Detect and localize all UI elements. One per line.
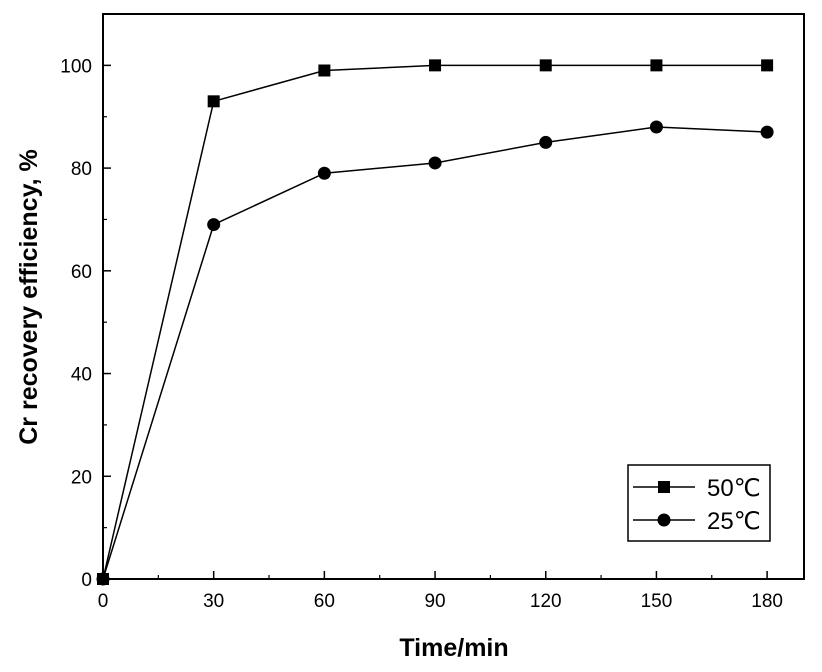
data-point-square — [650, 59, 663, 72]
x-tick-label: 120 — [530, 591, 562, 612]
x-tick-label: 0 — [98, 591, 109, 612]
data-point-circle — [96, 572, 110, 586]
legend-label-25c: 25℃ — [707, 508, 761, 535]
y-tick-label: 100 — [60, 56, 92, 77]
data-point-circle — [539, 135, 553, 149]
y-axis-ticks: 0 20 40 60 80 100 — [60, 56, 111, 591]
data-point-square — [761, 59, 774, 72]
x-tick-label: 180 — [751, 591, 783, 612]
data-point-circle — [428, 156, 442, 170]
data-point-circle — [760, 125, 774, 139]
data-point-circle — [649, 120, 663, 134]
legend-marker-square — [658, 481, 670, 493]
data-point-square — [318, 64, 331, 77]
data-point-circle — [317, 166, 331, 180]
data-point-square — [429, 59, 442, 72]
plot-frame — [102, 13, 805, 580]
legend-box — [627, 464, 771, 542]
legend-marker-circle — [657, 513, 671, 527]
x-axis-ticks: 0 30 60 90 120 150 180 — [98, 571, 783, 612]
y-tick-label: 0 — [81, 570, 92, 591]
y-tick-label: 40 — [71, 365, 92, 386]
y-axis-title: Cr recovery efficiency, % — [15, 149, 43, 445]
x-tick-label: 30 — [203, 591, 224, 612]
y-tick-label: 80 — [71, 159, 92, 180]
data-point-square — [207, 95, 220, 108]
series-layer — [96, 59, 774, 586]
y-tick-label: 20 — [71, 467, 92, 488]
data-point-square — [539, 59, 552, 72]
x-tick-label: 90 — [424, 591, 445, 612]
data-point-circle — [207, 218, 221, 232]
x-axis-title: Time/min — [399, 634, 508, 662]
legend-label-50c: 50℃ — [707, 475, 761, 502]
x-tick-label: 150 — [641, 591, 673, 612]
x-tick-label: 60 — [314, 591, 335, 612]
y-tick-label: 60 — [71, 262, 92, 283]
legend: 50℃ 25℃ — [627, 464, 771, 542]
